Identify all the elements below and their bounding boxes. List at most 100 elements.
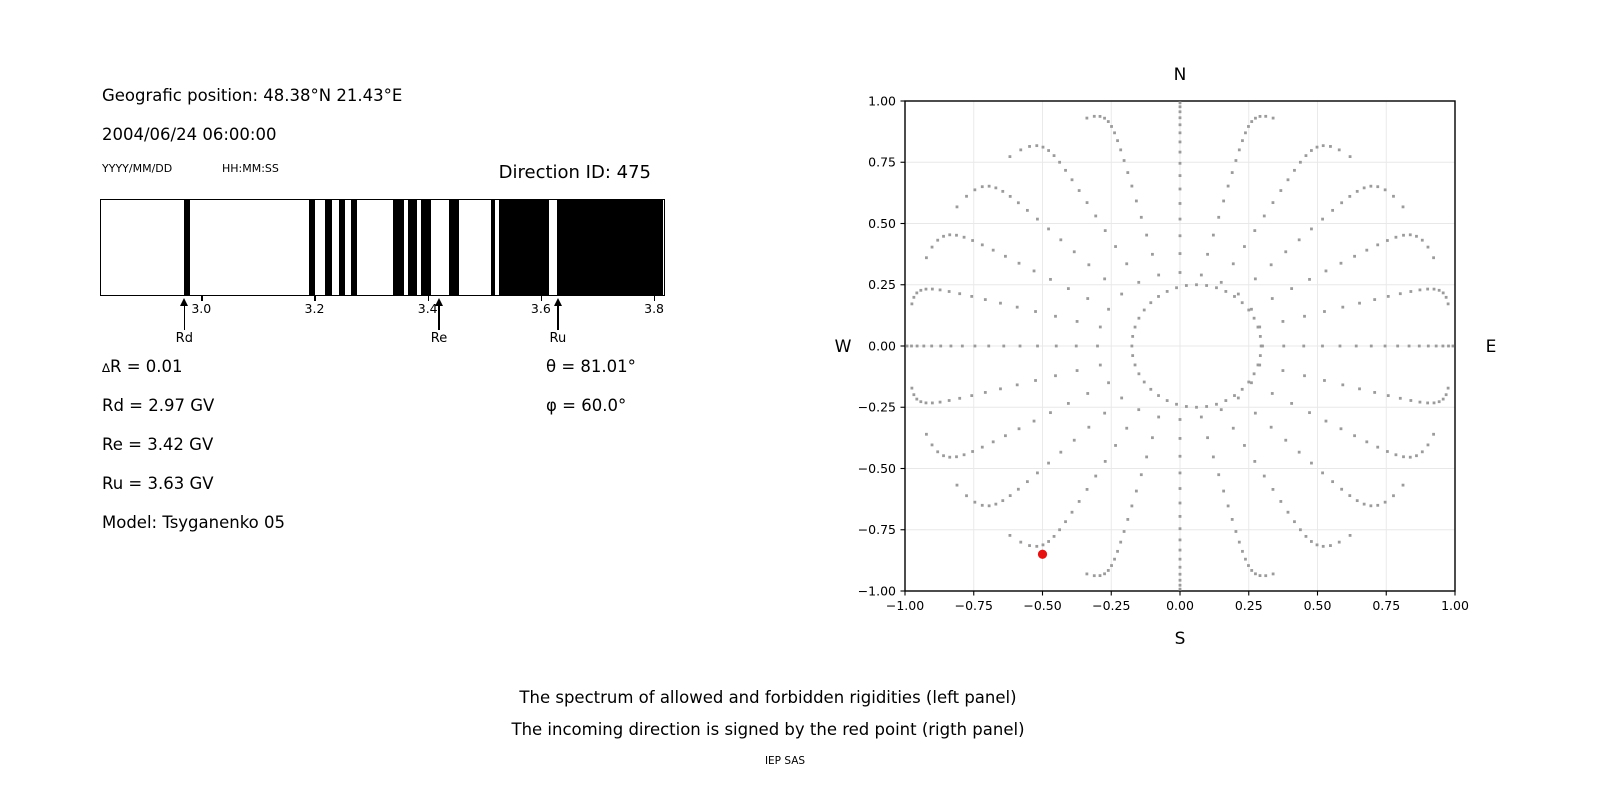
spoke-dot bbox=[1236, 396, 1240, 400]
spoke-dot bbox=[1178, 565, 1182, 569]
spoke-dot bbox=[1408, 455, 1412, 459]
spoke-dot bbox=[1418, 400, 1422, 404]
time-format-label: HH:MM:SS bbox=[222, 162, 279, 175]
spoke-dot bbox=[1222, 199, 1226, 203]
spoke-dot bbox=[1441, 397, 1445, 401]
spoke-dot bbox=[1244, 131, 1247, 135]
spoke-dot bbox=[1015, 305, 1019, 309]
spoke-dot bbox=[1426, 287, 1430, 291]
direction-id-label: Direction ID: 475 bbox=[498, 162, 651, 183]
spoke-dot bbox=[1178, 174, 1182, 178]
spoke-dot bbox=[1178, 252, 1182, 255]
spoke-dot bbox=[1178, 101, 1182, 102]
spoke-dot bbox=[1394, 235, 1398, 239]
spoke-dot bbox=[1139, 215, 1143, 219]
spoke-dot bbox=[1271, 201, 1275, 205]
spoke-dot bbox=[942, 234, 945, 238]
spoke-dot bbox=[1017, 261, 1021, 265]
up-arrow-icon bbox=[435, 298, 443, 306]
spoke-dot bbox=[1126, 518, 1130, 521]
spoke-dot bbox=[1178, 271, 1182, 274]
ring-dot bbox=[1142, 380, 1146, 384]
forbidden-band bbox=[408, 200, 417, 295]
spoke-dot bbox=[1211, 455, 1215, 459]
spoke-dot bbox=[1446, 386, 1450, 390]
spoke-dot bbox=[1219, 280, 1223, 284]
spoke-dot bbox=[962, 235, 966, 239]
ring-dot bbox=[1224, 399, 1228, 402]
x-tick-label: 0.50 bbox=[1304, 598, 1332, 613]
credit-label: IEP SAS bbox=[764, 755, 806, 767]
spoke-dot bbox=[1297, 450, 1301, 454]
spoke-dot bbox=[1308, 277, 1311, 281]
spoke-dot bbox=[1085, 116, 1089, 120]
spoke-dot bbox=[1116, 139, 1119, 143]
spoke-dot bbox=[1113, 131, 1116, 135]
spoke-dot bbox=[1098, 325, 1102, 329]
spoke-dot bbox=[1035, 144, 1039, 148]
y-tick-label: 0.25 bbox=[868, 277, 896, 292]
ring-dot bbox=[1240, 387, 1244, 391]
re-value-label: Re = 3.42 GV bbox=[102, 435, 214, 454]
spoke-dot bbox=[1001, 189, 1005, 193]
spoke-dot bbox=[1271, 572, 1275, 576]
spoke-dot bbox=[1284, 250, 1288, 254]
ring-dot bbox=[1205, 405, 1209, 408]
spoke-dot bbox=[1261, 344, 1264, 348]
ring-dot bbox=[1252, 372, 1256, 376]
spoke-dot bbox=[1028, 145, 1031, 148]
compass-west-label: W bbox=[835, 337, 852, 357]
spoke-dot bbox=[1120, 292, 1124, 296]
forbidden-band bbox=[421, 200, 431, 295]
spoke-dot bbox=[1008, 155, 1012, 159]
ring-dot bbox=[1133, 363, 1137, 367]
spoke-dot bbox=[1094, 214, 1098, 218]
delta-symbol: ∆ bbox=[102, 361, 111, 375]
spoke-dot bbox=[1358, 301, 1361, 305]
spoke-dot bbox=[1321, 344, 1324, 348]
spoke-dot bbox=[1085, 487, 1089, 491]
spoke-dot bbox=[1178, 487, 1182, 490]
spoke-dot bbox=[1004, 434, 1007, 438]
spoke-dot bbox=[1454, 344, 1455, 348]
spoke-dot bbox=[924, 287, 928, 291]
spoke-dot bbox=[1321, 217, 1324, 221]
forbidden-band bbox=[499, 200, 550, 295]
spoke-dot bbox=[1432, 287, 1436, 291]
up-arrow-icon bbox=[553, 298, 562, 306]
spoke-dot bbox=[955, 455, 958, 459]
ring-dot bbox=[1240, 301, 1244, 305]
spoke-dot bbox=[1151, 436, 1154, 440]
arrow-stem bbox=[557, 305, 559, 330]
spoke-dot bbox=[1070, 510, 1074, 514]
spoke-dot bbox=[955, 483, 959, 487]
spoke-dot bbox=[1025, 208, 1029, 212]
spoke-dot bbox=[1354, 344, 1358, 348]
spoke-dot bbox=[910, 344, 913, 348]
spoke-dot bbox=[1178, 101, 1182, 105]
spoke-dot bbox=[1394, 453, 1398, 457]
spoke-dot bbox=[1339, 261, 1343, 265]
spoke-dot bbox=[1386, 295, 1390, 298]
spoke-dot bbox=[1241, 549, 1244, 553]
spoke-dot bbox=[1420, 450, 1424, 454]
spoke-dot bbox=[1269, 263, 1273, 267]
spoke-dot bbox=[1092, 574, 1096, 578]
spoke-dot bbox=[1230, 518, 1234, 521]
spoke-dot bbox=[1035, 544, 1039, 548]
spoke-dot bbox=[1264, 574, 1268, 578]
spoke-dot bbox=[1243, 444, 1246, 447]
spoke-dot bbox=[962, 453, 966, 457]
spoke-dot bbox=[994, 502, 998, 506]
spoke-dot bbox=[1107, 307, 1110, 311]
spoke-dot bbox=[915, 344, 919, 348]
spoke-dot bbox=[1034, 310, 1037, 313]
spoke-dot bbox=[1120, 396, 1124, 400]
spoke-dot bbox=[1385, 239, 1389, 242]
spoke-dot bbox=[1408, 233, 1412, 237]
spoke-dot bbox=[999, 387, 1002, 391]
spectrum-x-tick-label: 3.0 bbox=[191, 301, 212, 316]
spectrum-x-tick-label: 3.2 bbox=[304, 301, 325, 316]
spoke-dot bbox=[1064, 520, 1067, 524]
spoke-dot bbox=[1426, 401, 1430, 405]
